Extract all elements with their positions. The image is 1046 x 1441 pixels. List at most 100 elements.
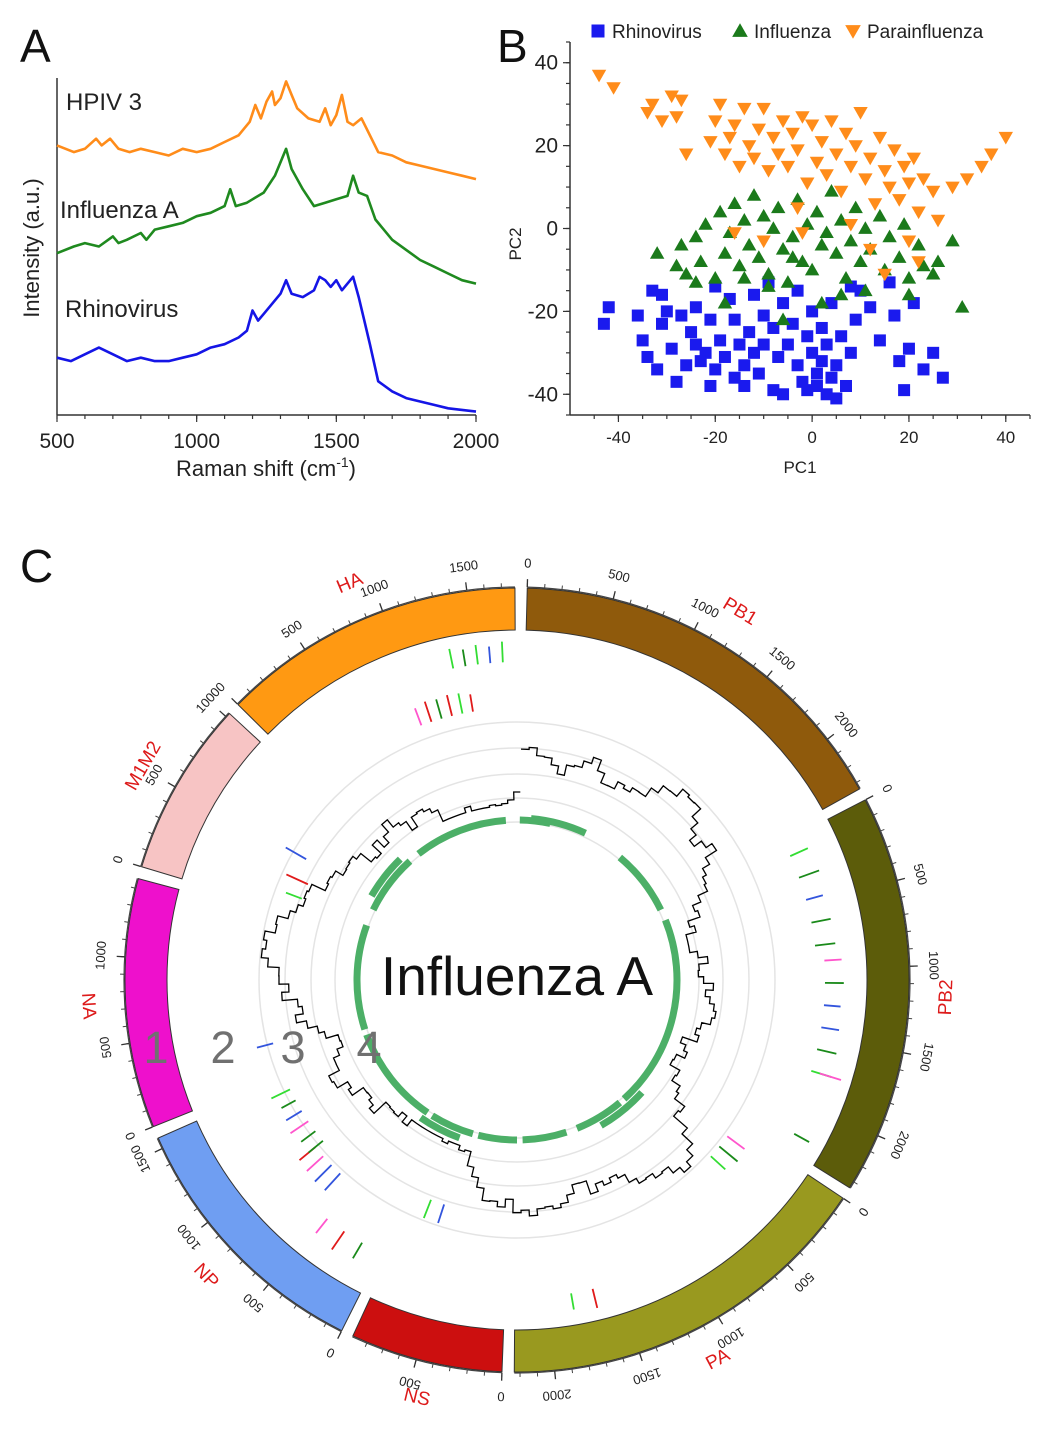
scatter-point bbox=[746, 152, 762, 166]
variant-marker bbox=[814, 942, 836, 947]
scatter-point bbox=[698, 217, 713, 230]
scatter-point bbox=[656, 288, 668, 301]
segment-minor-tick bbox=[142, 1110, 147, 1113]
variant-marker bbox=[281, 1099, 297, 1109]
segment-na bbox=[124, 877, 194, 1128]
scatter-point bbox=[688, 229, 704, 243]
segment-minor-tick bbox=[193, 1208, 198, 1212]
segment-scale bbox=[514, 1198, 845, 1374]
variant-marker bbox=[457, 693, 464, 714]
segment-minor-tick bbox=[899, 1069, 904, 1072]
scatter-point bbox=[751, 123, 767, 137]
segment-tick-label: 0 bbox=[524, 555, 532, 570]
scatter-point bbox=[858, 221, 873, 234]
segment-major-tick bbox=[843, 1198, 851, 1204]
scatter-point bbox=[848, 140, 863, 153]
segment-tick-label: 2000 bbox=[542, 1386, 572, 1404]
scatter-point bbox=[829, 246, 844, 259]
variant-marker bbox=[308, 1140, 324, 1154]
panel-c-letter: C bbox=[20, 540, 53, 592]
scatter-point bbox=[597, 317, 610, 330]
scatter-point bbox=[717, 295, 733, 309]
scatter-point bbox=[757, 338, 770, 351]
segment-minor-tick bbox=[678, 618, 681, 623]
segment-minor-tick bbox=[578, 587, 581, 593]
scatter-point bbox=[795, 227, 810, 240]
segment-minor-tick bbox=[189, 754, 194, 758]
segment-major-tick bbox=[121, 1042, 130, 1046]
scatter-point bbox=[916, 258, 931, 272]
scatter-point bbox=[737, 213, 752, 226]
segment-major-tick bbox=[200, 1221, 209, 1228]
scatter-point bbox=[693, 254, 708, 268]
scatter-point bbox=[901, 177, 917, 191]
panel-b-xlabel: PC1 bbox=[783, 458, 816, 477]
scatter-point bbox=[689, 338, 702, 351]
scatter-point bbox=[911, 256, 926, 269]
variant-marker bbox=[501, 641, 504, 663]
panel-a-series-label: Rhinovirus bbox=[65, 296, 178, 323]
segment-tick-label: 1000 bbox=[92, 941, 109, 971]
scatter-point bbox=[843, 218, 859, 232]
scatter-point bbox=[752, 367, 765, 380]
legend-label: Rhinovirus bbox=[612, 22, 702, 43]
segment-major-tick bbox=[877, 1135, 886, 1140]
segment-minor-tick bbox=[287, 655, 291, 660]
segment-major-tick bbox=[132, 863, 141, 868]
scatter-point bbox=[766, 221, 781, 234]
segment-tick-label: 1500 bbox=[766, 643, 798, 673]
scatter-point bbox=[840, 379, 852, 392]
segment-minor-tick bbox=[895, 1086, 900, 1089]
scatter-point bbox=[679, 148, 694, 162]
scatter-point bbox=[704, 379, 717, 392]
segment-major-tick bbox=[144, 1126, 153, 1131]
segment-tick-label: 0 bbox=[122, 1130, 139, 1142]
panel-a-spectra: 500 1000 1500 2000 HPIV 3 Influenza A Rhinovi… bbox=[19, 78, 499, 481]
segment-m1m2 bbox=[141, 712, 262, 880]
segment-minor-tick bbox=[588, 1366, 591, 1371]
scatter-point bbox=[748, 346, 760, 359]
circos-center-label: Influenza A bbox=[381, 945, 653, 1007]
scatter-point bbox=[790, 202, 805, 215]
track-ring bbox=[284, 747, 750, 1213]
variant-marker bbox=[315, 1218, 329, 1234]
scatter-point bbox=[743, 326, 756, 339]
variant-marker bbox=[423, 1199, 432, 1219]
segment-major-tick bbox=[167, 782, 176, 788]
variant-marker bbox=[448, 648, 455, 669]
coverage-step-line bbox=[260, 746, 718, 1217]
scatter-point bbox=[830, 359, 843, 372]
scatter-point bbox=[665, 342, 678, 355]
scatter-point bbox=[901, 271, 917, 284]
segment-tick-label: 0 bbox=[879, 782, 896, 795]
panel-b-y-tick-label: 20 bbox=[535, 135, 558, 158]
panel-b-x-tick-label: 20 bbox=[899, 428, 918, 447]
scatter-point bbox=[873, 334, 886, 347]
scatter-point bbox=[902, 342, 915, 355]
panel-a-series-line bbox=[56, 147, 477, 285]
scatter-point bbox=[844, 346, 857, 359]
segment-minor-tick bbox=[822, 1226, 827, 1230]
segment-minor-tick bbox=[753, 662, 757, 667]
scatter-point bbox=[751, 250, 767, 263]
scatter-point bbox=[901, 287, 917, 301]
segment-pb2 bbox=[813, 799, 910, 1189]
scatter-point bbox=[761, 266, 776, 280]
segment-minor-tick bbox=[774, 1276, 778, 1280]
segment-tick-label: 0 bbox=[324, 1345, 337, 1362]
variant-marker bbox=[591, 1288, 599, 1309]
scatter-point bbox=[732, 160, 747, 174]
conservation-arc bbox=[370, 858, 413, 912]
conservation-arc bbox=[621, 918, 681, 1102]
scatter-point bbox=[896, 160, 912, 174]
segment-label: NP bbox=[189, 1259, 222, 1293]
segment-scale bbox=[236, 586, 515, 705]
segment-minor-tick bbox=[655, 1347, 658, 1352]
segment-minor-tick bbox=[227, 1248, 231, 1252]
segment-major-tick bbox=[337, 1331, 342, 1339]
scatter-point bbox=[801, 330, 814, 343]
scatter-point bbox=[849, 313, 862, 326]
scatter-point bbox=[833, 185, 849, 199]
track-ring bbox=[334, 797, 700, 1163]
panel-b-scatter: -40 -20 0 20 40 -40 -20 0 20 40 Rhinovirus Influen… bbox=[506, 22, 1031, 477]
